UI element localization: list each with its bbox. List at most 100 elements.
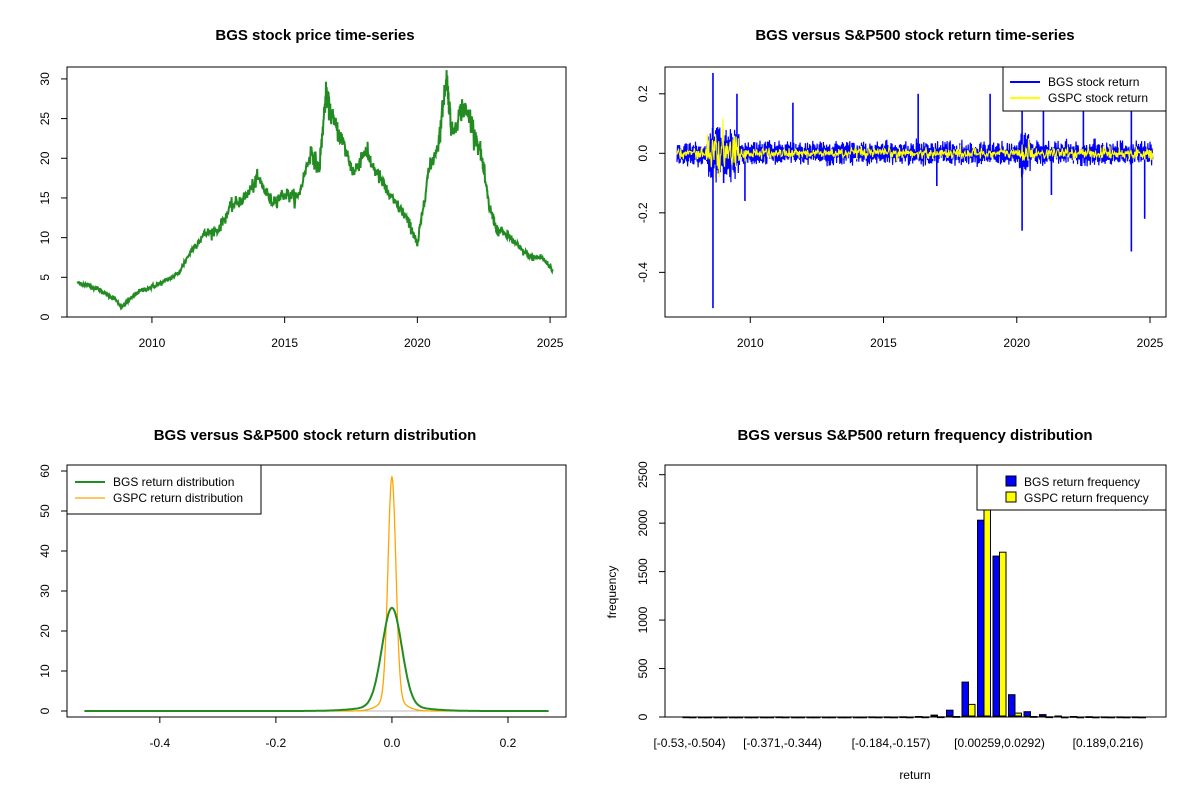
frequency-bar: [868, 716, 876, 719]
legend-bgs-frequency-label: BGS return frequency: [1024, 475, 1140, 489]
frequency-bar: [1101, 716, 1109, 719]
frequency-bar: [875, 716, 883, 719]
frequency-bar: [1061, 716, 1069, 719]
x-tick-label: 2010: [139, 336, 166, 350]
x-tick-label: 2025: [537, 336, 564, 350]
frequency-bar: [775, 716, 783, 719]
frequency-bar: [884, 716, 892, 719]
frequency-bar: [1039, 714, 1047, 717]
legend-gspc-density-label: GSPC return distribution: [113, 491, 243, 505]
legend-box: [1002, 66, 1167, 112]
frequency-bar: [766, 716, 774, 719]
y-tick-label: 20: [38, 624, 52, 638]
frequency-bar: [992, 555, 1000, 717]
frequency-bar: [698, 716, 706, 719]
frequency-bar: [1008, 694, 1016, 717]
frequency-bar: [813, 716, 821, 719]
frequency-bar: [1092, 716, 1100, 719]
y-tick-label: 5: [38, 274, 52, 281]
y-tick-label: 25: [38, 112, 52, 126]
frequency-bar: [828, 716, 836, 719]
frequency-bar: [977, 519, 985, 717]
x-tick-label: [-0.371,-0.344): [743, 736, 822, 750]
x-tick-label: 2020: [1003, 336, 1030, 350]
frequency-bar: [853, 716, 861, 719]
x-tick-label: 2015: [271, 336, 298, 350]
frequency-y-axis-label: frequency: [605, 566, 619, 619]
frequency-bar: [782, 716, 790, 719]
y-tick-label: 10: [38, 231, 52, 245]
y-tick-label: 1000: [636, 606, 650, 633]
y-tick-label: 2000: [636, 509, 650, 536]
x-tick-label: [0.00259,0.0292): [954, 736, 1045, 750]
legend-bgs-frequency-swatch: [1005, 475, 1017, 487]
y-tick-label: 0: [38, 313, 52, 320]
frequency-bar: [946, 709, 954, 717]
frequency-bar: [968, 703, 976, 717]
frequency-bar: [1070, 716, 1078, 718]
frequency-x-axis-label: return: [899, 768, 930, 782]
frequency-bar: [806, 716, 814, 719]
y-tick-label: -0.4: [636, 262, 650, 283]
x-tick-label: 2020: [404, 336, 431, 350]
x-tick-label: [0.189,0.216): [1073, 736, 1144, 750]
x-tick-label: [-0.53,-0.504): [653, 736, 725, 750]
frequency-bar: [1123, 716, 1131, 719]
frequency-bar: [760, 716, 768, 719]
x-tick-label: 2010: [737, 336, 764, 350]
y-tick-label: -0.2: [636, 202, 650, 223]
panel-density-title: BGS versus S&P500 stock return distribut…: [154, 427, 477, 444]
frequency-bar: [720, 716, 728, 719]
frequency-bar: [689, 716, 697, 719]
frequency-bar: [1030, 716, 1038, 718]
frequency-bar: [1023, 711, 1031, 717]
legend-bgs-return-label: BGS stock return: [1048, 75, 1139, 89]
frequency-bar: [791, 716, 799, 719]
x-tick-label: -0.2: [266, 736, 287, 750]
panel-price-title: BGS stock price time-series: [215, 27, 414, 44]
frequency-bar: [999, 551, 1007, 717]
frequency-bar: [1085, 716, 1093, 719]
y-tick-label: 40: [38, 544, 52, 558]
legend-box: [66, 464, 262, 515]
frequency-bar: [906, 716, 914, 719]
panel-returns-frame: [664, 66, 1167, 318]
y-tick-label: 0: [38, 707, 52, 714]
bgs-density-curve: [84, 606, 549, 712]
bgs-return-line: [676, 126, 1154, 183]
frequency-bar: [822, 716, 830, 719]
frequency-bar: [952, 716, 960, 718]
panel-returns-title: BGS versus S&P500 stock return time-seri…: [755, 27, 1074, 44]
frequency-bar: [937, 716, 945, 719]
y-tick-label: 10: [38, 664, 52, 678]
frequency-bar: [961, 681, 969, 717]
y-tick-label: 15: [38, 191, 52, 205]
gspc-density-curve: [322, 475, 462, 712]
frequency-bar: [751, 716, 759, 719]
y-tick-label: 30: [38, 584, 52, 598]
x-tick-label: 2025: [1137, 336, 1164, 350]
frequency-bar: [1054, 715, 1062, 718]
legend-gspc-return-label: GSPC stock return: [1048, 91, 1148, 105]
x-tick-label: -0.4: [149, 736, 170, 750]
frequency-bar: [704, 716, 712, 719]
frequency-bar: [1116, 716, 1124, 719]
x-tick-label: 0.2: [500, 736, 517, 750]
frequency-bar: [682, 716, 690, 719]
y-tick-label: 1500: [636, 558, 650, 585]
frequency-bar: [1107, 716, 1115, 719]
panel-frequency-title: BGS versus S&P500 return frequency distr…: [737, 427, 1092, 444]
frequency-bar: [1076, 716, 1084, 719]
panel-price: BGS stock price time-series 2010 2015 2020…: [38, 27, 567, 350]
frequency-bar: [890, 716, 898, 719]
frequency-bar: [1132, 716, 1140, 719]
frequency-bar: [797, 716, 805, 719]
y-tick-label: 500: [636, 658, 650, 678]
frequency-bar: [729, 716, 737, 719]
x-tick-label: [-0.184,-0.157): [852, 736, 931, 750]
bgs-price-line: [76, 70, 554, 311]
frequency-bar: [735, 716, 743, 719]
y-tick-label: 20: [38, 151, 52, 165]
legend-gspc-frequency-swatch: [1005, 491, 1017, 503]
gspc-return-line: [676, 118, 1154, 178]
